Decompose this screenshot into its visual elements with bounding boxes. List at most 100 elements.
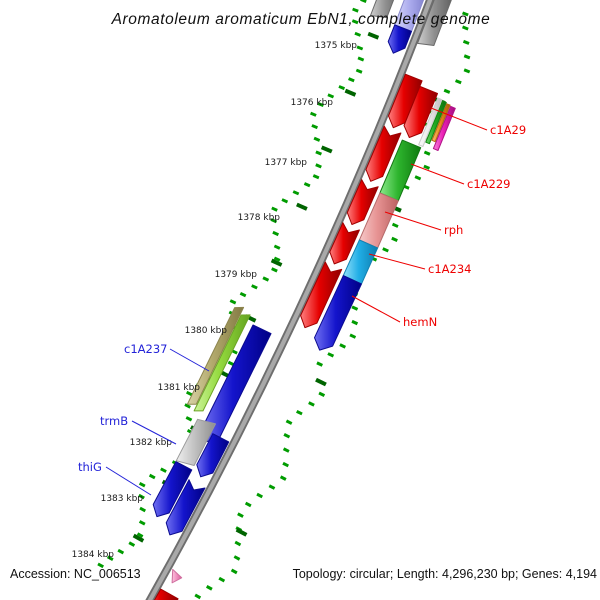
gc-dash-left	[229, 299, 237, 305]
gc-dash-left	[138, 482, 146, 488]
gc-dash-left	[97, 562, 104, 569]
gc-dash-left	[303, 182, 311, 188]
gene-arrows	[152, 0, 456, 600]
gene-small-blue	[196, 433, 230, 478]
gc-dash-right	[283, 433, 291, 439]
ruler-tick-mark	[344, 88, 357, 97]
gc-dash-left	[351, 19, 359, 25]
gc-dash-right	[423, 164, 430, 170]
gc-dash-left	[139, 506, 146, 513]
gc-dash-left	[355, 68, 363, 74]
ruler-label-1376-kbp: 1376 kbp	[291, 98, 334, 108]
gc-dash-left	[186, 390, 193, 397]
gc-dash-left	[138, 493, 145, 500]
gc-dash-right	[296, 410, 303, 416]
gc-dash-right	[462, 25, 469, 31]
gc-dash-left	[272, 230, 279, 237]
gene-label-line-rph	[384, 211, 442, 231]
gc-dash-left	[360, 0, 367, 3]
ruler-labels: 1375 kbp 1376 kbp 1377 kbp 1378 kbp 1379 kbp…	[72, 41, 358, 560]
gc-dash-left	[185, 416, 193, 422]
gene-bottom-red	[153, 588, 179, 600]
gene-label-trmB[interactable]: trmB	[100, 414, 128, 428]
gc-dash-left	[313, 136, 321, 142]
gene-pink-trna	[171, 568, 183, 584]
gc-dash-right-major	[315, 377, 327, 387]
ruler-tick-mark	[320, 145, 333, 154]
gene-label-line-trmB	[131, 420, 177, 445]
ruler-label-1378-kbp: 1378 kbp	[238, 213, 281, 223]
gc-dash-right	[455, 79, 462, 85]
gene-gene-trmB	[175, 418, 216, 466]
gc-dash-left	[310, 111, 317, 117]
gc-dash-left	[338, 85, 345, 91]
gc-dash-right	[463, 68, 471, 74]
gene-red-2	[365, 125, 402, 182]
gene-stripe-magenta	[432, 105, 456, 151]
topology-stats-text: Topology: circular; Length: 4,296,230 bp…	[293, 567, 597, 581]
gc-dash-right	[351, 305, 359, 311]
gene-thiG-blue-inner	[165, 479, 206, 536]
accession-text: Accession: NC_006513	[10, 567, 141, 581]
gc-dash-right	[339, 343, 346, 349]
ruler-label-1384-kbp: 1384 kbp	[72, 550, 115, 560]
gc-dash-right	[327, 352, 335, 358]
gc-dash-right	[282, 461, 289, 468]
gene-red-5	[300, 261, 343, 329]
gc-dash-left	[227, 360, 235, 367]
gene-label-hemN[interactable]: hemN	[403, 315, 437, 329]
gc-dash-left	[138, 520, 146, 526]
gc-dash-right	[308, 401, 315, 407]
gc-dash-left	[352, 7, 359, 13]
gene-labels: c1A29 c1A229 rph c1A234 hemN c1A237 trmB thiG	[78, 107, 526, 496]
gene-red-1	[388, 73, 423, 129]
gc-dash-right	[391, 222, 399, 228]
gc-dash-right	[462, 39, 470, 45]
gene-red-4	[329, 222, 360, 265]
gc-dash-left	[106, 555, 114, 561]
gene-top-gray-b	[370, 0, 395, 19]
gc-dash-left	[270, 218, 278, 224]
gc-dash-right	[233, 555, 241, 561]
gc-dash-left	[271, 267, 278, 273]
gc-dash-right	[462, 11, 469, 17]
gc-dash-right	[244, 501, 252, 508]
gene-label-c1A229[interactable]: c1A229	[467, 177, 510, 191]
gene-label-c1A29[interactable]: c1A29	[490, 123, 526, 137]
gc-dash-left	[348, 77, 355, 83]
gene-label-c1A237[interactable]: c1A237	[124, 342, 167, 356]
gc-dash-right	[256, 492, 263, 499]
ruler-tick-mark	[270, 258, 283, 267]
gc-dash-right	[351, 319, 359, 326]
gc-dash-right	[234, 540, 242, 547]
gene-label-c1A234[interactable]: c1A234	[428, 262, 471, 276]
gene-label-line-c1A229	[410, 163, 465, 185]
ruler-label-1379-kbp: 1379 kbp	[215, 270, 258, 280]
map-title: Aromatoleum aromaticum EbN1, complete ge…	[111, 11, 491, 28]
ruler-tick-mark	[132, 533, 145, 543]
gene-red-3	[346, 179, 379, 225]
gc-dash-right	[194, 593, 202, 600]
gene-thiG-blue-outer	[152, 461, 193, 518]
gc-dash-right	[268, 484, 276, 490]
ruler-label-1383-kbp: 1383 kbp	[101, 494, 144, 504]
gc-dash-left	[262, 276, 270, 282]
gc-dash-right	[414, 175, 422, 181]
gc-dash-left	[128, 541, 136, 547]
gene-label-line-thiG	[105, 466, 152, 496]
ruler-tick-mark	[296, 202, 308, 211]
gc-dash-left	[356, 45, 364, 51]
ruler-label-1375-kbp: 1375 kbp	[315, 41, 358, 51]
gc-dash-left	[251, 284, 258, 290]
gc-dash-left	[273, 256, 281, 262]
gene-label-thiG[interactable]: thiG	[78, 460, 102, 474]
gene-label-line-c1A29	[430, 107, 488, 131]
gc-dash-left	[281, 198, 289, 204]
gc-dash-right	[423, 150, 431, 156]
gc-dash-left	[160, 467, 167, 473]
gc-dash-left	[354, 31, 361, 37]
gc-dash-right	[443, 88, 451, 94]
gene-label-rph[interactable]: rph	[444, 223, 463, 237]
gc-dash-right	[285, 419, 293, 425]
